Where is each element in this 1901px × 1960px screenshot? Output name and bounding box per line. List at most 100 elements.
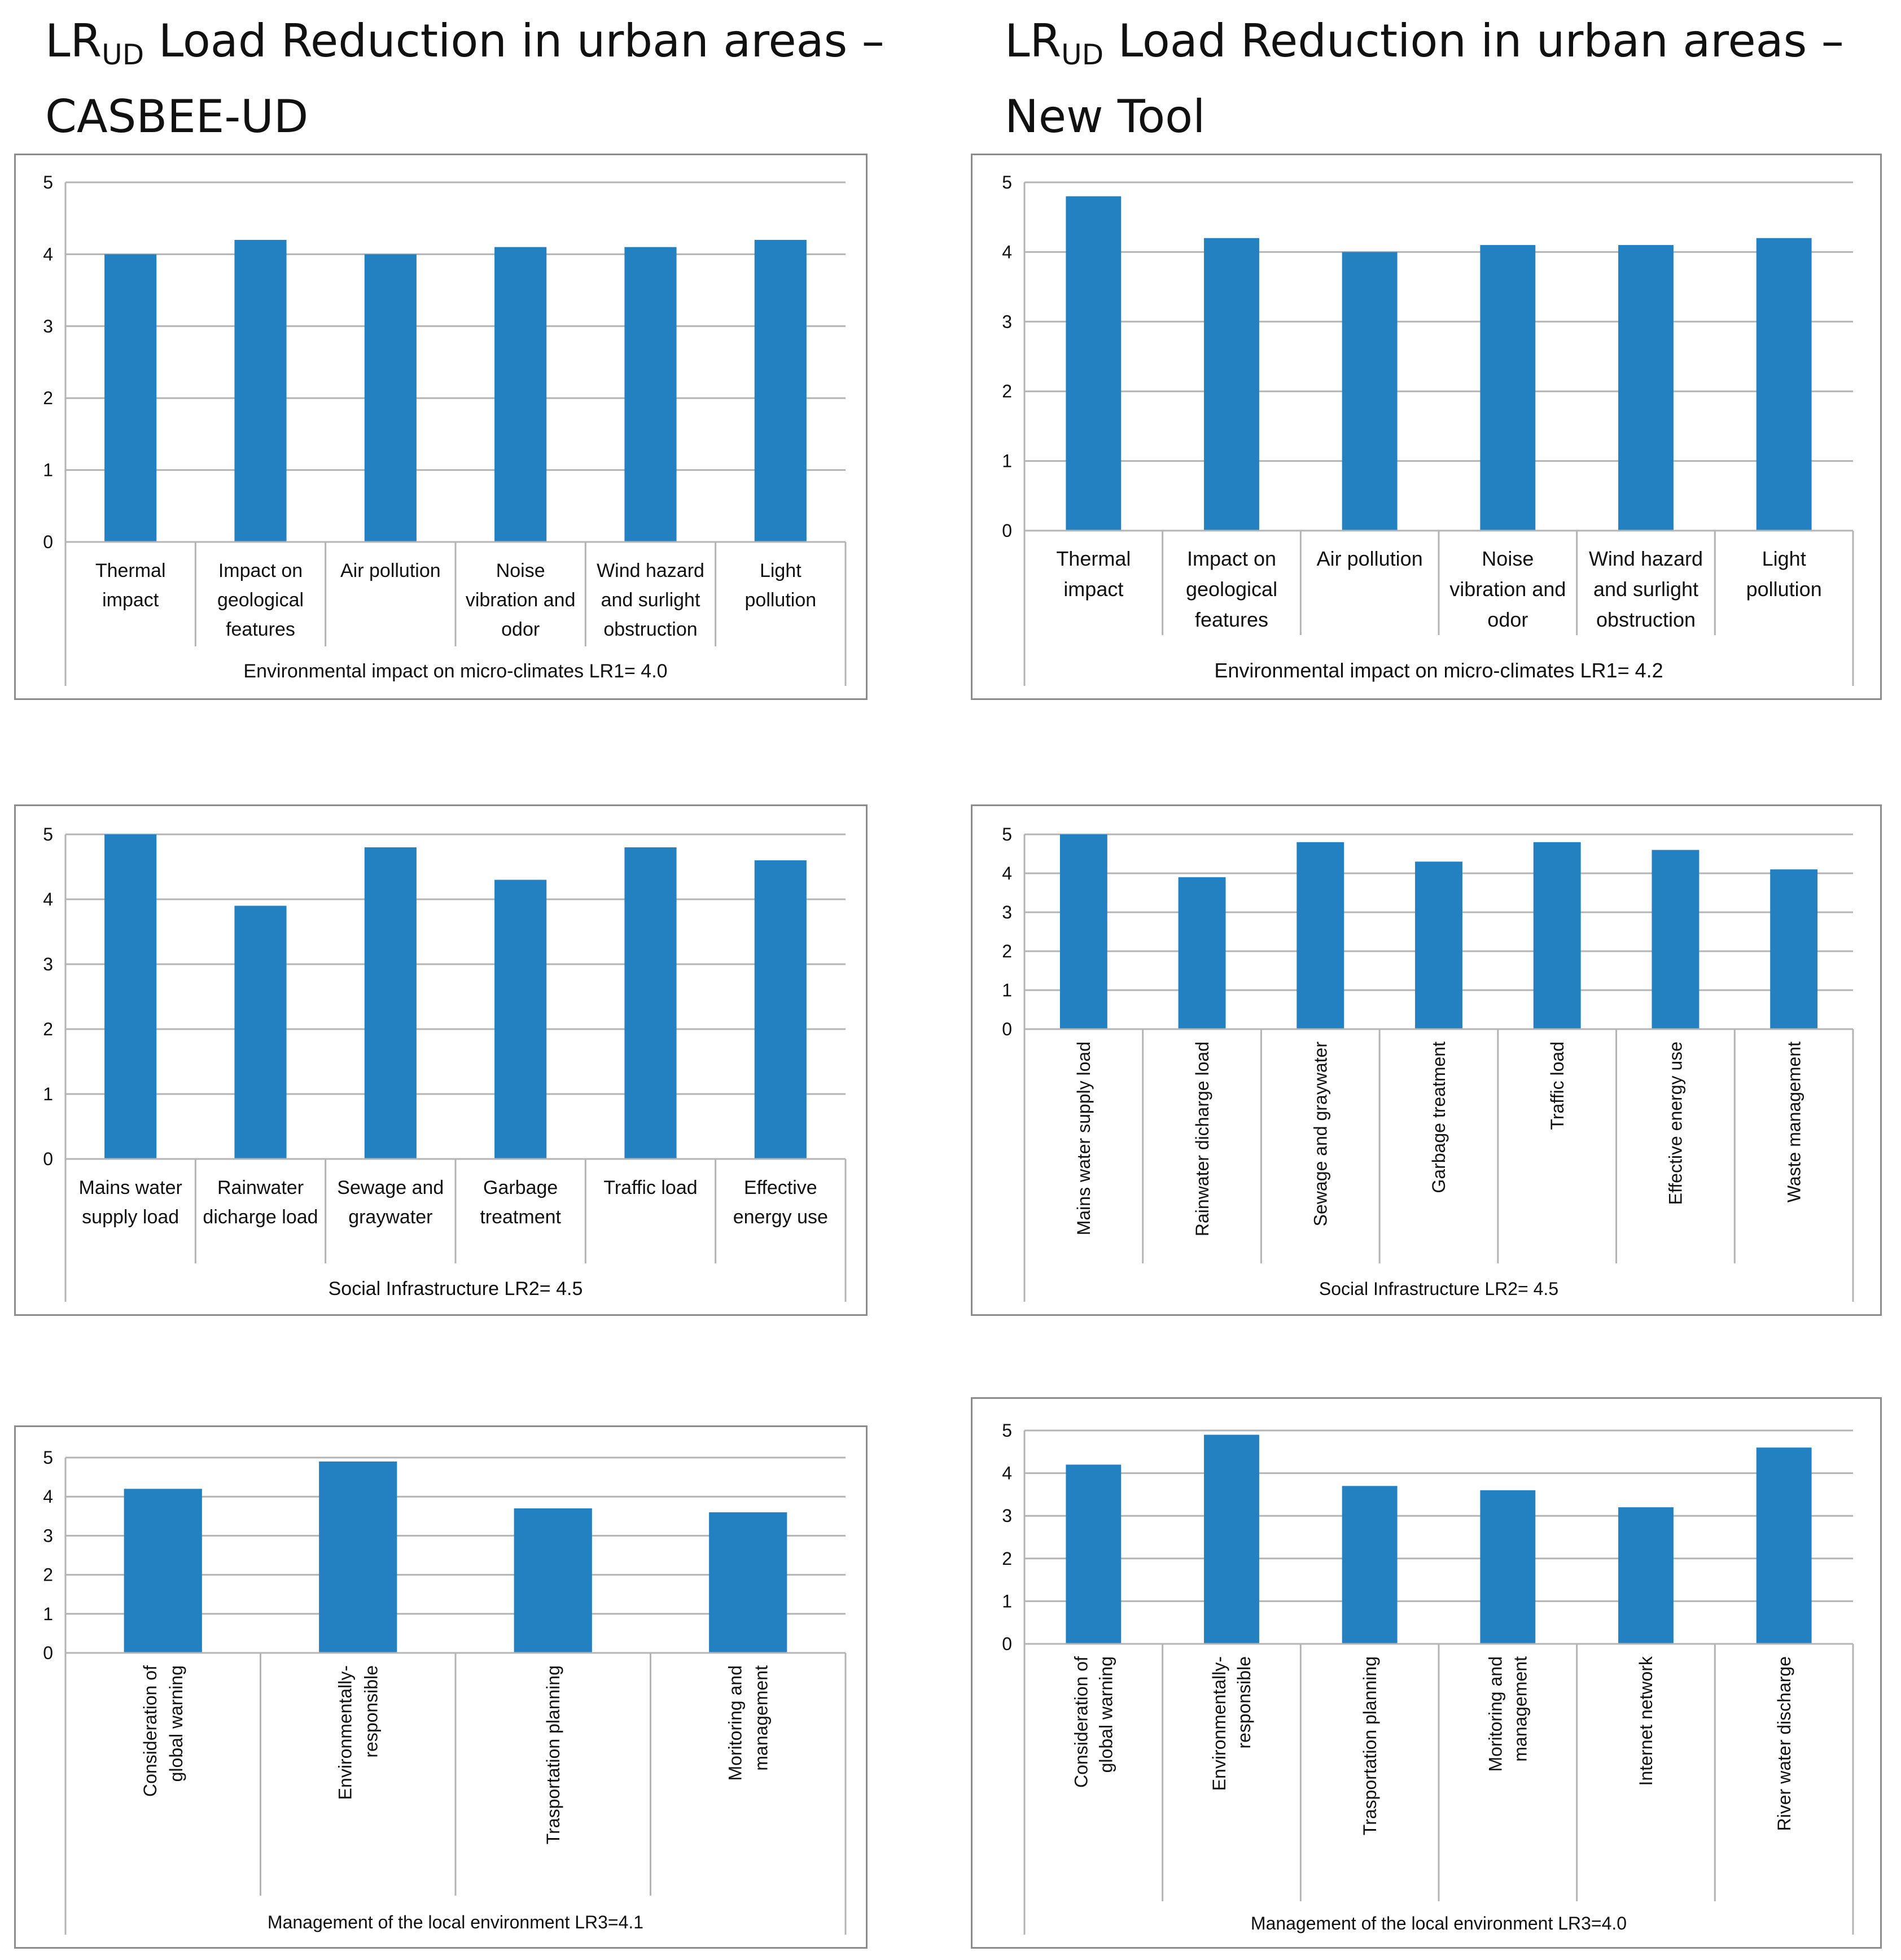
bar: [1618, 1507, 1674, 1644]
y-tick-label: 3: [43, 954, 53, 974]
y-tick-label: 5: [43, 1447, 53, 1468]
x-tick-label: Effective energy use: [1666, 1042, 1686, 1205]
x-tick-label: Sewage and graywater: [1310, 1042, 1330, 1227]
bar: [319, 1461, 397, 1653]
chart-group-title: Management of the local environment LR3=…: [268, 1912, 643, 1932]
x-tick-label-group: Consideration of global warning: [1071, 1656, 1116, 1788]
heading-prefix: LR: [45, 15, 102, 67]
bar: [1204, 238, 1259, 531]
y-tick-label: 5: [1002, 824, 1012, 845]
x-tick-label: Garbage treatment: [1429, 1042, 1449, 1193]
y-tick-label: 1: [1002, 980, 1012, 1000]
x-tick-label: odor: [501, 619, 540, 640]
chart-svg: 0 1 2 3 4 5 Mains water supply load Rainwater d…: [1002, 824, 1854, 1302]
x-tick-label: Effective: [744, 1177, 817, 1198]
x-tick-label-group: Moritoring and management: [725, 1665, 771, 1781]
bar: [1770, 869, 1818, 1029]
x-tick-label-group: Trasportation planning: [543, 1665, 563, 1844]
x-tick-label: and surlight: [601, 589, 700, 611]
chart-group-title: Social Infrastructure LR2= 4.5: [1319, 1279, 1558, 1299]
y-tick-label: 5: [43, 172, 53, 193]
bar: [1066, 1464, 1122, 1644]
x-tick-label: odor: [1487, 608, 1528, 631]
y-tick-label: 5: [43, 824, 53, 845]
y-tick-label: 3: [1002, 1506, 1012, 1526]
bar: [364, 254, 417, 542]
chart-svg: 0 1 2 3 4 5 Consideration of global warning Envi…: [43, 1447, 847, 1935]
bar: [1342, 252, 1398, 531]
y-tick-label: 4: [43, 244, 53, 264]
x-tick-label: Mains water: [79, 1177, 182, 1198]
x-tick-label: Light: [1762, 547, 1806, 570]
x-tick-label-group: Mains water supply load: [1074, 1042, 1094, 1235]
x-tick-label: features: [1195, 608, 1268, 631]
x-tick-label: Traffic load: [603, 1177, 697, 1198]
x-tick-label-group: Environmentally-responsible: [1209, 1656, 1254, 1791]
chart-svg: 0 1 2 3 4 5 Thermal impact Impact on geological fe…: [1002, 172, 1854, 686]
x-tick-label-group: Trasportation planning: [1360, 1656, 1380, 1835]
x-tick-label: Trasportation planning: [543, 1665, 563, 1844]
x-tick-label: Moritoring and: [725, 1665, 745, 1781]
chart-lr3-new-tool: 0 1 2 3 4 5 Consideration of global warning Envi…: [971, 1397, 1882, 1949]
chart-lr2-new-tool: 0 1 2 3 4 5 Mains water supply load Rainwater d…: [971, 804, 1882, 1316]
y-tick-label: 3: [1002, 902, 1012, 922]
bar: [364, 847, 417, 1159]
y-tick-label: 5: [1002, 172, 1012, 193]
y-tick-label: 2: [1002, 1548, 1012, 1569]
x-tick-label-group: River water discharge: [1774, 1656, 1794, 1831]
y-tick-label: 0: [1002, 1634, 1012, 1654]
x-tick-label: obstruction: [1596, 608, 1696, 631]
x-tick-label: responsible: [1234, 1656, 1254, 1749]
x-tick-label: Thermal: [95, 560, 166, 581]
x-tick-label: Internet network: [1636, 1656, 1656, 1786]
x-tick-label-group: Garbage treatment: [1429, 1042, 1449, 1193]
y-tick-label: 0: [1002, 520, 1012, 541]
bar: [754, 860, 807, 1159]
x-tick-label: Thermal: [1056, 547, 1131, 570]
x-tick-label-group: Internet network: [1636, 1656, 1656, 1786]
y-tick-label: 0: [43, 1643, 53, 1663]
bar: [1415, 861, 1462, 1029]
x-tick-label: Wind hazard: [597, 560, 704, 581]
x-tick-label-group: Moritoring and management: [1486, 1656, 1531, 1772]
x-tick-label: Moritoring and: [1486, 1656, 1506, 1772]
y-tick-label: 1: [43, 1604, 53, 1624]
y-tick-label: 2: [43, 1565, 53, 1585]
chart-lr1-new-tool: 0 1 2 3 4 5 Thermal impact Impact on geological fe…: [971, 154, 1882, 700]
y-tick-label: 2: [1002, 381, 1012, 401]
y-tick-label: 0: [43, 1149, 53, 1169]
x-tick-label: Consideration of: [140, 1665, 160, 1797]
x-tick-label: and surlight: [1593, 578, 1698, 601]
x-tick-label: management: [751, 1665, 771, 1771]
bar: [234, 905, 287, 1159]
x-tick-label: features: [226, 619, 295, 640]
x-tick-label: supply load: [82, 1206, 179, 1228]
x-tick-label: global warning: [166, 1665, 186, 1782]
chart-group-title: Environmental impact on micro-climates L…: [243, 660, 667, 682]
bar: [494, 880, 547, 1159]
bar: [234, 239, 287, 542]
heading-new-tool: LRUD Load Reduction in urban areas – New…: [1005, 10, 1844, 148]
x-tick-label: Sewage and: [337, 1177, 444, 1198]
y-tick-label: 2: [43, 388, 53, 408]
heading-line2: CASBEE-UD: [45, 90, 309, 143]
bar: [1342, 1486, 1398, 1644]
x-tick-label: global warning: [1096, 1656, 1116, 1773]
x-tick-label: impact: [102, 589, 159, 611]
x-tick-label: Noise: [496, 560, 545, 581]
x-tick-label: geological: [1186, 578, 1277, 601]
bar: [1066, 196, 1122, 531]
x-tick-label: Light: [760, 560, 801, 581]
bar: [494, 247, 547, 542]
heading-prefix: LR: [1005, 15, 1062, 67]
bar: [1059, 834, 1107, 1029]
bar: [1652, 850, 1699, 1029]
x-tick-label: graywater: [348, 1206, 432, 1228]
y-tick-label: 4: [1002, 242, 1012, 262]
y-tick-label: 0: [1002, 1019, 1012, 1039]
bar: [1480, 1490, 1536, 1644]
bar: [104, 834, 157, 1159]
x-tick-label: Rainwater: [217, 1177, 304, 1198]
bar: [624, 847, 677, 1159]
y-tick-label: 4: [43, 889, 53, 909]
